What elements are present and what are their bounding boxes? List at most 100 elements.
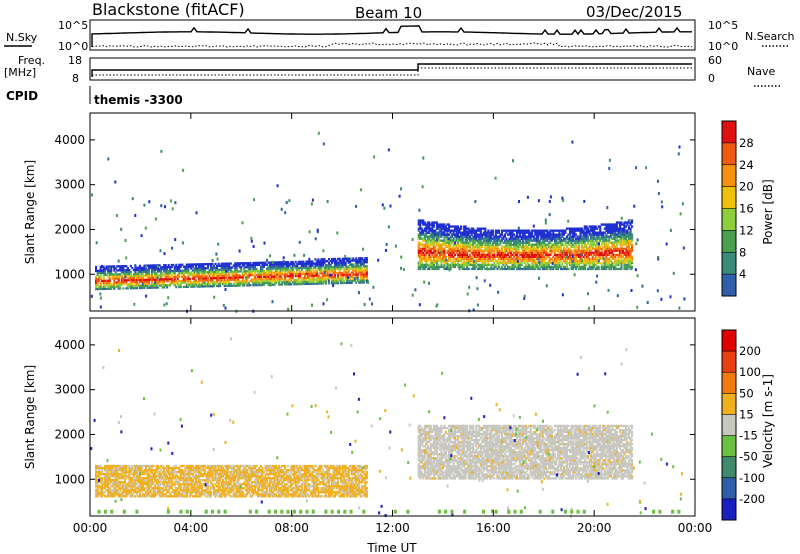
heatmap-cell [578, 263, 581, 266]
heatmap-cell [575, 237, 578, 240]
heatmap-cell [226, 266, 229, 269]
heatmap-cell [452, 251, 455, 254]
heatmap-cell [234, 284, 237, 287]
heatmap-cell [565, 267, 569, 271]
heatmap-cell [291, 260, 294, 264]
heatmap-cell [320, 262, 323, 265]
heatmap-cell [472, 265, 475, 269]
heatmap-cell [569, 253, 572, 256]
heatmap-cell [513, 241, 516, 244]
heatmap-cell [484, 257, 487, 260]
heatmap-cell [591, 261, 594, 264]
heatmap-cell [185, 283, 188, 286]
heatmap-cell [102, 279, 105, 282]
heatmap-cell [569, 249, 572, 252]
heatmap-cell [141, 266, 145, 269]
heatmap-cell [176, 269, 179, 273]
heatmap-cell [154, 270, 157, 273]
heatmap-cell [225, 264, 228, 267]
heatmap-cell [110, 479, 113, 482]
heatmap-cell [528, 229, 531, 232]
heatmap-cell [102, 277, 105, 280]
heatmap-cell [546, 233, 549, 236]
heatmap-cell [485, 239, 488, 242]
heatmap-cell [497, 253, 501, 256]
heatmap-cell [222, 280, 225, 284]
heatmap-cell [558, 237, 561, 240]
heatmap-cell [519, 253, 522, 256]
heatmap-cell [461, 245, 464, 248]
heatmap-cell [423, 239, 426, 242]
heatmap-cell [244, 276, 247, 280]
heatmap-cell [111, 285, 114, 288]
heatmap-cell [101, 269, 104, 272]
nave-tick-low: 0 [708, 72, 715, 85]
heatmap-cell [600, 223, 603, 226]
heatmap-cell [531, 261, 534, 264]
heatmap-cell [611, 229, 614, 232]
heatmap-cell [549, 251, 552, 254]
heatmap-cell [308, 282, 311, 285]
heatmap-cell [270, 277, 273, 280]
heatmap-cell [117, 493, 120, 496]
heatmap-cell [621, 233, 625, 236]
heatmap-cell [143, 495, 146, 498]
heatmap-cell [460, 239, 463, 242]
heatmap-cell [562, 229, 566, 232]
heatmap-cell [306, 280, 309, 283]
heatmap-cell [299, 282, 302, 286]
heatmap-cell [284, 281, 287, 284]
heatmap-cell [252, 261, 255, 265]
heatmap-cell [306, 282, 309, 285]
heatmap-cell [570, 263, 573, 266]
heatmap-cell [614, 263, 617, 266]
heatmap-cell [499, 261, 502, 264]
heatmap-cell [455, 251, 458, 254]
heatmap-cell [646, 301, 649, 304]
heatmap-cell [569, 241, 572, 244]
heatmap-cell [491, 243, 494, 246]
heatmap-cell [541, 267, 544, 271]
heatmap-cell [609, 247, 612, 250]
heatmap-cell [570, 249, 573, 252]
heatmap-cell [525, 229, 528, 232]
heatmap-cell [478, 237, 481, 240]
heatmap-cell [620, 239, 623, 242]
heatmap-cell [470, 243, 473, 246]
heatmap-cell [522, 267, 525, 271]
heatmap-cell [155, 268, 158, 271]
heatmap-cell [446, 249, 449, 252]
heatmap-cell [429, 229, 432, 232]
heatmap-cell [146, 278, 149, 281]
heatmap-cell [553, 265, 556, 269]
heatmap-cell [549, 237, 552, 240]
heatmap-cell [418, 303, 421, 307]
heatmap-cell [457, 255, 460, 258]
heatmap-cell [470, 233, 473, 236]
heatmap-cell [282, 269, 285, 272]
heatmap-cell [417, 243, 420, 246]
heatmap-cell [621, 247, 625, 250]
heatmap-cell [570, 261, 573, 264]
heatmap-cell [425, 227, 428, 230]
heatmap-cell [184, 277, 187, 280]
heatmap-cell [608, 241, 611, 244]
heatmap-cell [199, 283, 202, 286]
heatmap-cell [341, 261, 344, 264]
heatmap-cell [629, 265, 632, 269]
heatmap-cell [448, 259, 451, 262]
heatmap-cell [502, 237, 505, 240]
heatmap-cell [237, 270, 240, 273]
heatmap-cell [140, 284, 143, 288]
heatmap-cell [423, 247, 426, 250]
heatmap-cell [188, 277, 191, 280]
heatmap-cell [618, 267, 622, 271]
heatmap-cell [104, 273, 107, 276]
heatmap-cell [314, 262, 317, 265]
heatmap-cell [264, 281, 267, 284]
heatmap-cell [229, 284, 232, 287]
heatmap-cell [496, 249, 499, 252]
heatmap-cell [222, 262, 225, 265]
heatmap-cell [126, 285, 129, 288]
heatmap-cell [321, 272, 325, 275]
